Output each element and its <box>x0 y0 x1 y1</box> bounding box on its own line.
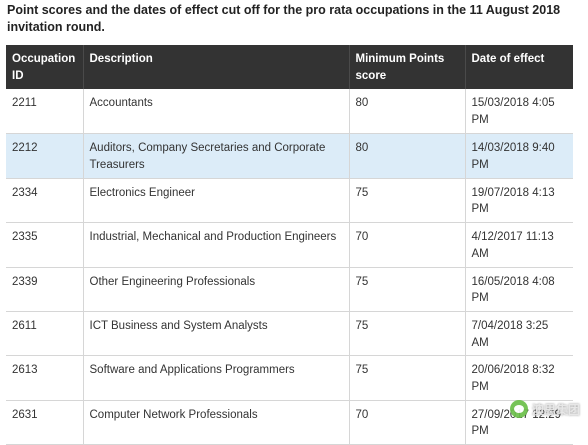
header-date-of-effect: Date of effect <box>465 45 573 89</box>
header-minimum-points: Minimum Points score <box>349 45 466 89</box>
cell-points: 75 <box>349 311 466 356</box>
table-row: 2631 Computer Network Professionals 70 2… <box>6 400 573 445</box>
cell-points: 75 <box>349 267 466 312</box>
cell-points: 70 <box>349 400 466 445</box>
table-row: 2212 Auditors, Company Secretaries and C… <box>6 133 573 179</box>
watermark: 澳思集团 <box>509 400 580 418</box>
cell-date: 14/03/2018 9:40 PM <box>465 133 573 179</box>
cell-date: 15/03/2018 4:05 PM <box>465 89 573 134</box>
cell-description: Accountants <box>83 89 350 134</box>
table-header-row: Occupation ID Description Minimum Points… <box>6 45 573 89</box>
header-description: Description <box>83 45 350 89</box>
table-row: 2613 Software and Applications Programme… <box>6 355 573 401</box>
table-row: 2334 Electronics Engineer 75 19/07/2018 … <box>6 178 573 223</box>
occupations-table: Occupation ID Description Minimum Points… <box>6 45 573 445</box>
cell-occupation-id: 2613 <box>6 355 84 401</box>
cell-date: 4/12/2017 11:13 AM <box>465 222 573 268</box>
cell-occupation-id: 2212 <box>6 133 84 179</box>
cell-description: Software and Applications Programmers <box>83 355 350 401</box>
table-row: 2211 Accountants 80 15/03/2018 4:05 PM <box>6 89 573 134</box>
cell-occupation-id: 2211 <box>6 89 84 134</box>
intro-heading: Point scores and the dates of effect cut… <box>7 3 561 34</box>
cell-date: 20/06/2018 8:32 PM <box>465 355 573 401</box>
cell-points: 70 <box>349 222 466 268</box>
watermark-text: 澳思集团 <box>531 402 580 417</box>
cell-description: Electronics Engineer <box>83 178 350 223</box>
cell-occupation-id: 2334 <box>6 178 84 223</box>
wechat-icon <box>509 400 528 418</box>
cell-description: Industrial, Mechanical and Production En… <box>83 222 350 268</box>
cell-date: 19/07/2018 4:13 PM <box>465 178 573 223</box>
table-row: 2335 Industrial, Mechanical and Producti… <box>6 222 573 268</box>
cell-points: 80 <box>349 89 466 134</box>
cell-points: 75 <box>349 355 466 401</box>
table-row: 2339 Other Engineering Professionals 75 … <box>6 267 573 312</box>
cell-description: Auditors, Company Secretaries and Corpor… <box>83 133 350 179</box>
cell-occupation-id: 2611 <box>6 311 84 356</box>
cell-points: 80 <box>349 133 466 179</box>
cell-occupation-id: 2631 <box>6 400 84 445</box>
header-occupation-id: Occupation ID <box>6 45 84 89</box>
cell-description: ICT Business and System Analysts <box>83 311 350 356</box>
cell-date: 7/04/2018 3:25 AM <box>465 311 573 356</box>
cell-date: 16/05/2018 4:08 PM <box>465 267 573 312</box>
cell-occupation-id: 2339 <box>6 267 84 312</box>
cell-description: Other Engineering Professionals <box>83 267 350 312</box>
cell-occupation-id: 2335 <box>6 222 84 268</box>
table-row: 2611 ICT Business and System Analysts 75… <box>6 311 573 356</box>
cell-points: 75 <box>349 178 466 223</box>
cell-description: Computer Network Professionals <box>83 400 350 445</box>
